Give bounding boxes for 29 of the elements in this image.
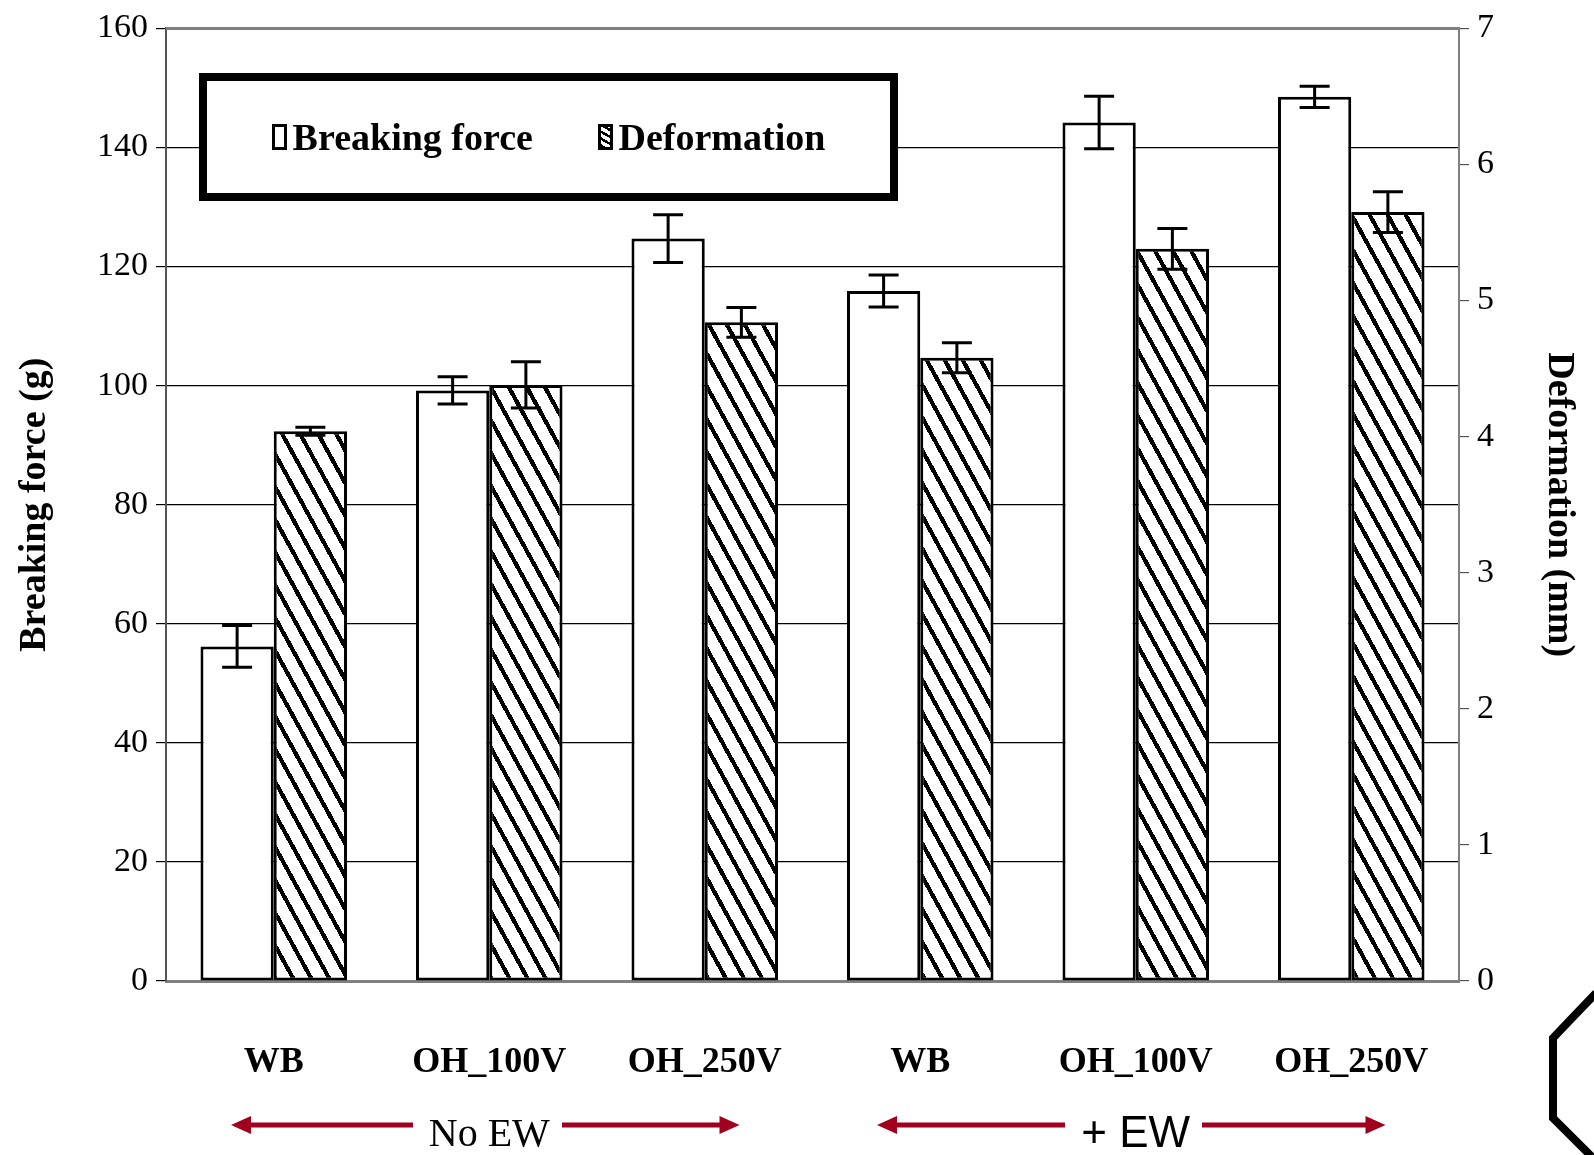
y-tick-label: 60	[114, 602, 148, 640]
y-tick-label: 20	[114, 840, 148, 878]
y-tick-label: 160	[97, 7, 148, 45]
y2-tick-label: 4	[1477, 415, 1494, 453]
y2-tick-label: 0	[1477, 959, 1494, 997]
text: + EW	[1081, 1107, 1191, 1155]
y2-tick-label: 1	[1477, 823, 1494, 861]
y-tick-label: 40	[114, 721, 148, 759]
y2-tick-label: 3	[1477, 551, 1494, 589]
text: No EW	[428, 1108, 550, 1155]
y2-tick-label: 6	[1477, 143, 1494, 181]
y-tick-label: 0	[131, 959, 148, 997]
y2-tick-label: 5	[1477, 279, 1494, 317]
legend-label: Deformation	[618, 115, 826, 160]
x-tick-label: WB	[243, 1039, 304, 1080]
y-tick-label: 100	[97, 364, 148, 402]
y2-axis-title: Deformation (mm)	[1540, 352, 1584, 658]
y-tick-label: 120	[97, 245, 148, 283]
y-axis-title: Breaking force (g)	[10, 357, 54, 652]
x-tick-label: OH_100V	[412, 1039, 567, 1080]
y2-tick-label: 7	[1477, 7, 1494, 45]
x-tick-label: OH_100V	[1058, 1039, 1213, 1080]
legend-label: Breaking force	[292, 115, 533, 160]
y-tick-label: 140	[97, 126, 148, 164]
x-tick-label: WB	[890, 1039, 951, 1080]
y-tick-label: 80	[114, 483, 148, 521]
x-tick-label: OH_250V	[627, 1039, 782, 1080]
y2-tick-label: 2	[1477, 687, 1494, 725]
x-tick-label: OH_250V	[1274, 1039, 1429, 1080]
